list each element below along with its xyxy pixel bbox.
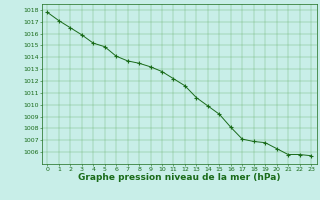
X-axis label: Graphe pression niveau de la mer (hPa): Graphe pression niveau de la mer (hPa) (78, 173, 280, 182)
